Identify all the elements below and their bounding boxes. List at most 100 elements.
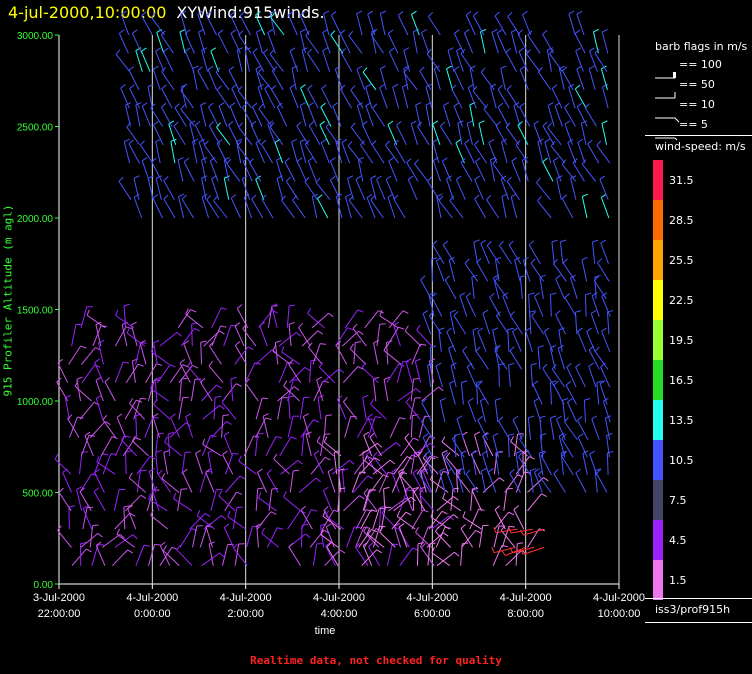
barb-flag <box>62 468 68 473</box>
barb-flag <box>348 195 354 201</box>
barb-flag <box>542 29 548 35</box>
barb-flag <box>412 468 418 474</box>
barb-flag <box>475 346 481 352</box>
barb-flag <box>512 327 518 332</box>
barb-staff <box>152 68 161 91</box>
wind-barb <box>498 416 511 440</box>
barb-staff <box>371 144 385 164</box>
barb-staff <box>255 398 263 420</box>
barb-flag <box>418 469 424 475</box>
barb-flag <box>599 380 606 385</box>
wind-barb <box>487 468 497 493</box>
barb-flag <box>362 394 369 399</box>
wind-barb <box>415 102 422 127</box>
barb-flag <box>131 435 136 442</box>
barb-staff <box>574 33 586 54</box>
barb-staff <box>495 125 507 146</box>
barb-staff <box>287 416 294 438</box>
wind-barb <box>181 83 188 109</box>
barb-staff <box>170 141 176 164</box>
barb-staff <box>283 385 300 402</box>
wind-barb <box>181 194 195 219</box>
wind-barb <box>141 11 153 36</box>
barb-staff <box>506 181 520 200</box>
wind-barb <box>389 417 406 438</box>
barb-flag <box>602 83 609 88</box>
barb-flag <box>308 121 315 126</box>
barb-flag <box>259 321 266 326</box>
barb-flag <box>370 509 378 512</box>
barb-flag <box>360 140 366 146</box>
wind-barb <box>494 511 515 530</box>
wind-barb <box>100 436 118 457</box>
barb-staff <box>251 198 264 219</box>
wind-barb <box>527 415 535 440</box>
wind-barb <box>208 541 215 566</box>
barb-flag <box>547 122 552 128</box>
wind-barb <box>118 29 129 54</box>
barb-staff <box>228 70 240 91</box>
wind-barb <box>379 310 399 329</box>
barb-staff <box>358 529 372 548</box>
wind-barb <box>178 396 189 420</box>
barb-staff <box>537 141 544 164</box>
barb-staff <box>539 435 544 458</box>
barb-flag <box>124 435 131 438</box>
wind-barb <box>232 506 243 530</box>
barb-flag <box>581 256 588 261</box>
wind-barb <box>456 470 471 493</box>
barb-flag <box>582 450 589 454</box>
wind-barb <box>224 491 243 512</box>
barb-flag <box>80 345 87 349</box>
barb-staff <box>255 32 264 54</box>
barb-staff <box>396 515 416 530</box>
barb-staff <box>317 198 329 219</box>
barb-staff <box>255 349 273 365</box>
barb-staff <box>446 178 454 200</box>
barb-staff <box>115 53 131 72</box>
barb-flag <box>213 195 218 202</box>
barb-staff <box>406 162 419 182</box>
wind-barb <box>419 489 435 512</box>
barb-flag <box>338 468 345 472</box>
barb-flag <box>498 477 505 482</box>
wind-barb <box>80 541 87 566</box>
barb-staff <box>323 13 330 36</box>
barb-staff <box>237 145 252 164</box>
barb-staff <box>474 179 484 200</box>
barb-flag <box>122 361 130 364</box>
barb-staff <box>601 296 611 317</box>
barb-flag <box>431 292 437 298</box>
wind-barb <box>114 361 130 383</box>
wind-barb <box>288 321 295 347</box>
barb-staff <box>477 385 489 405</box>
wind-barb <box>170 413 180 438</box>
barb-staff <box>268 488 273 511</box>
barb-staff <box>352 475 368 493</box>
barb-staff <box>482 313 491 335</box>
barb-staff <box>201 435 212 457</box>
wind-barb <box>537 469 552 493</box>
wind-barb <box>221 414 229 438</box>
barb-staff <box>383 350 402 365</box>
wind-barb <box>264 84 276 109</box>
barb-flag <box>575 310 582 313</box>
barb-flag <box>261 139 267 145</box>
wind-barb <box>324 549 346 567</box>
barb-staff <box>179 363 191 383</box>
wind-barb <box>122 437 142 457</box>
barb-staff <box>476 262 489 282</box>
barb-staff <box>575 50 584 72</box>
wind-barb <box>536 177 551 201</box>
barb-staff <box>269 126 284 146</box>
wind-barb <box>126 327 146 347</box>
wind-barb <box>123 505 130 530</box>
wind-barb <box>363 431 373 457</box>
wind-barb <box>181 451 192 475</box>
wind-barb <box>56 377 69 402</box>
barb-flag-5: == 5 <box>679 118 708 131</box>
wind-barb <box>505 122 520 146</box>
barb-staff <box>393 325 401 347</box>
barb-staff <box>307 53 321 72</box>
barb-flag <box>379 310 383 317</box>
